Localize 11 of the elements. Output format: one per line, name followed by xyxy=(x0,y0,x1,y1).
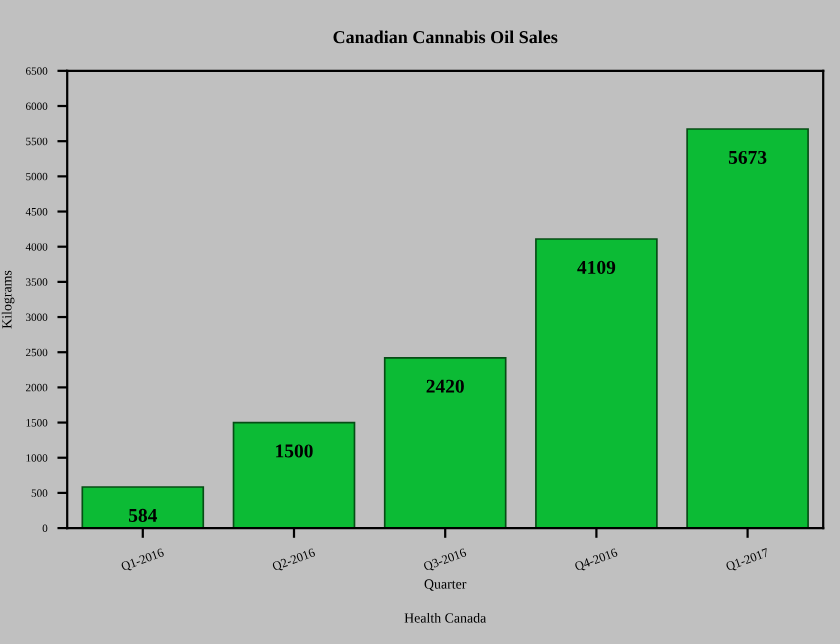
bar xyxy=(232,421,356,529)
data-label: 4109 xyxy=(577,260,616,274)
bar xyxy=(535,238,658,529)
chart-title: Canadian Cannabis Oil Sales xyxy=(333,30,558,44)
data-label: 2420 xyxy=(426,379,464,393)
data-label: 5673 xyxy=(728,150,767,164)
bar xyxy=(81,486,205,529)
bar xyxy=(383,357,507,529)
bar xyxy=(686,128,809,529)
data-label: 1500 xyxy=(276,444,313,458)
data-label: 584 xyxy=(128,508,158,522)
